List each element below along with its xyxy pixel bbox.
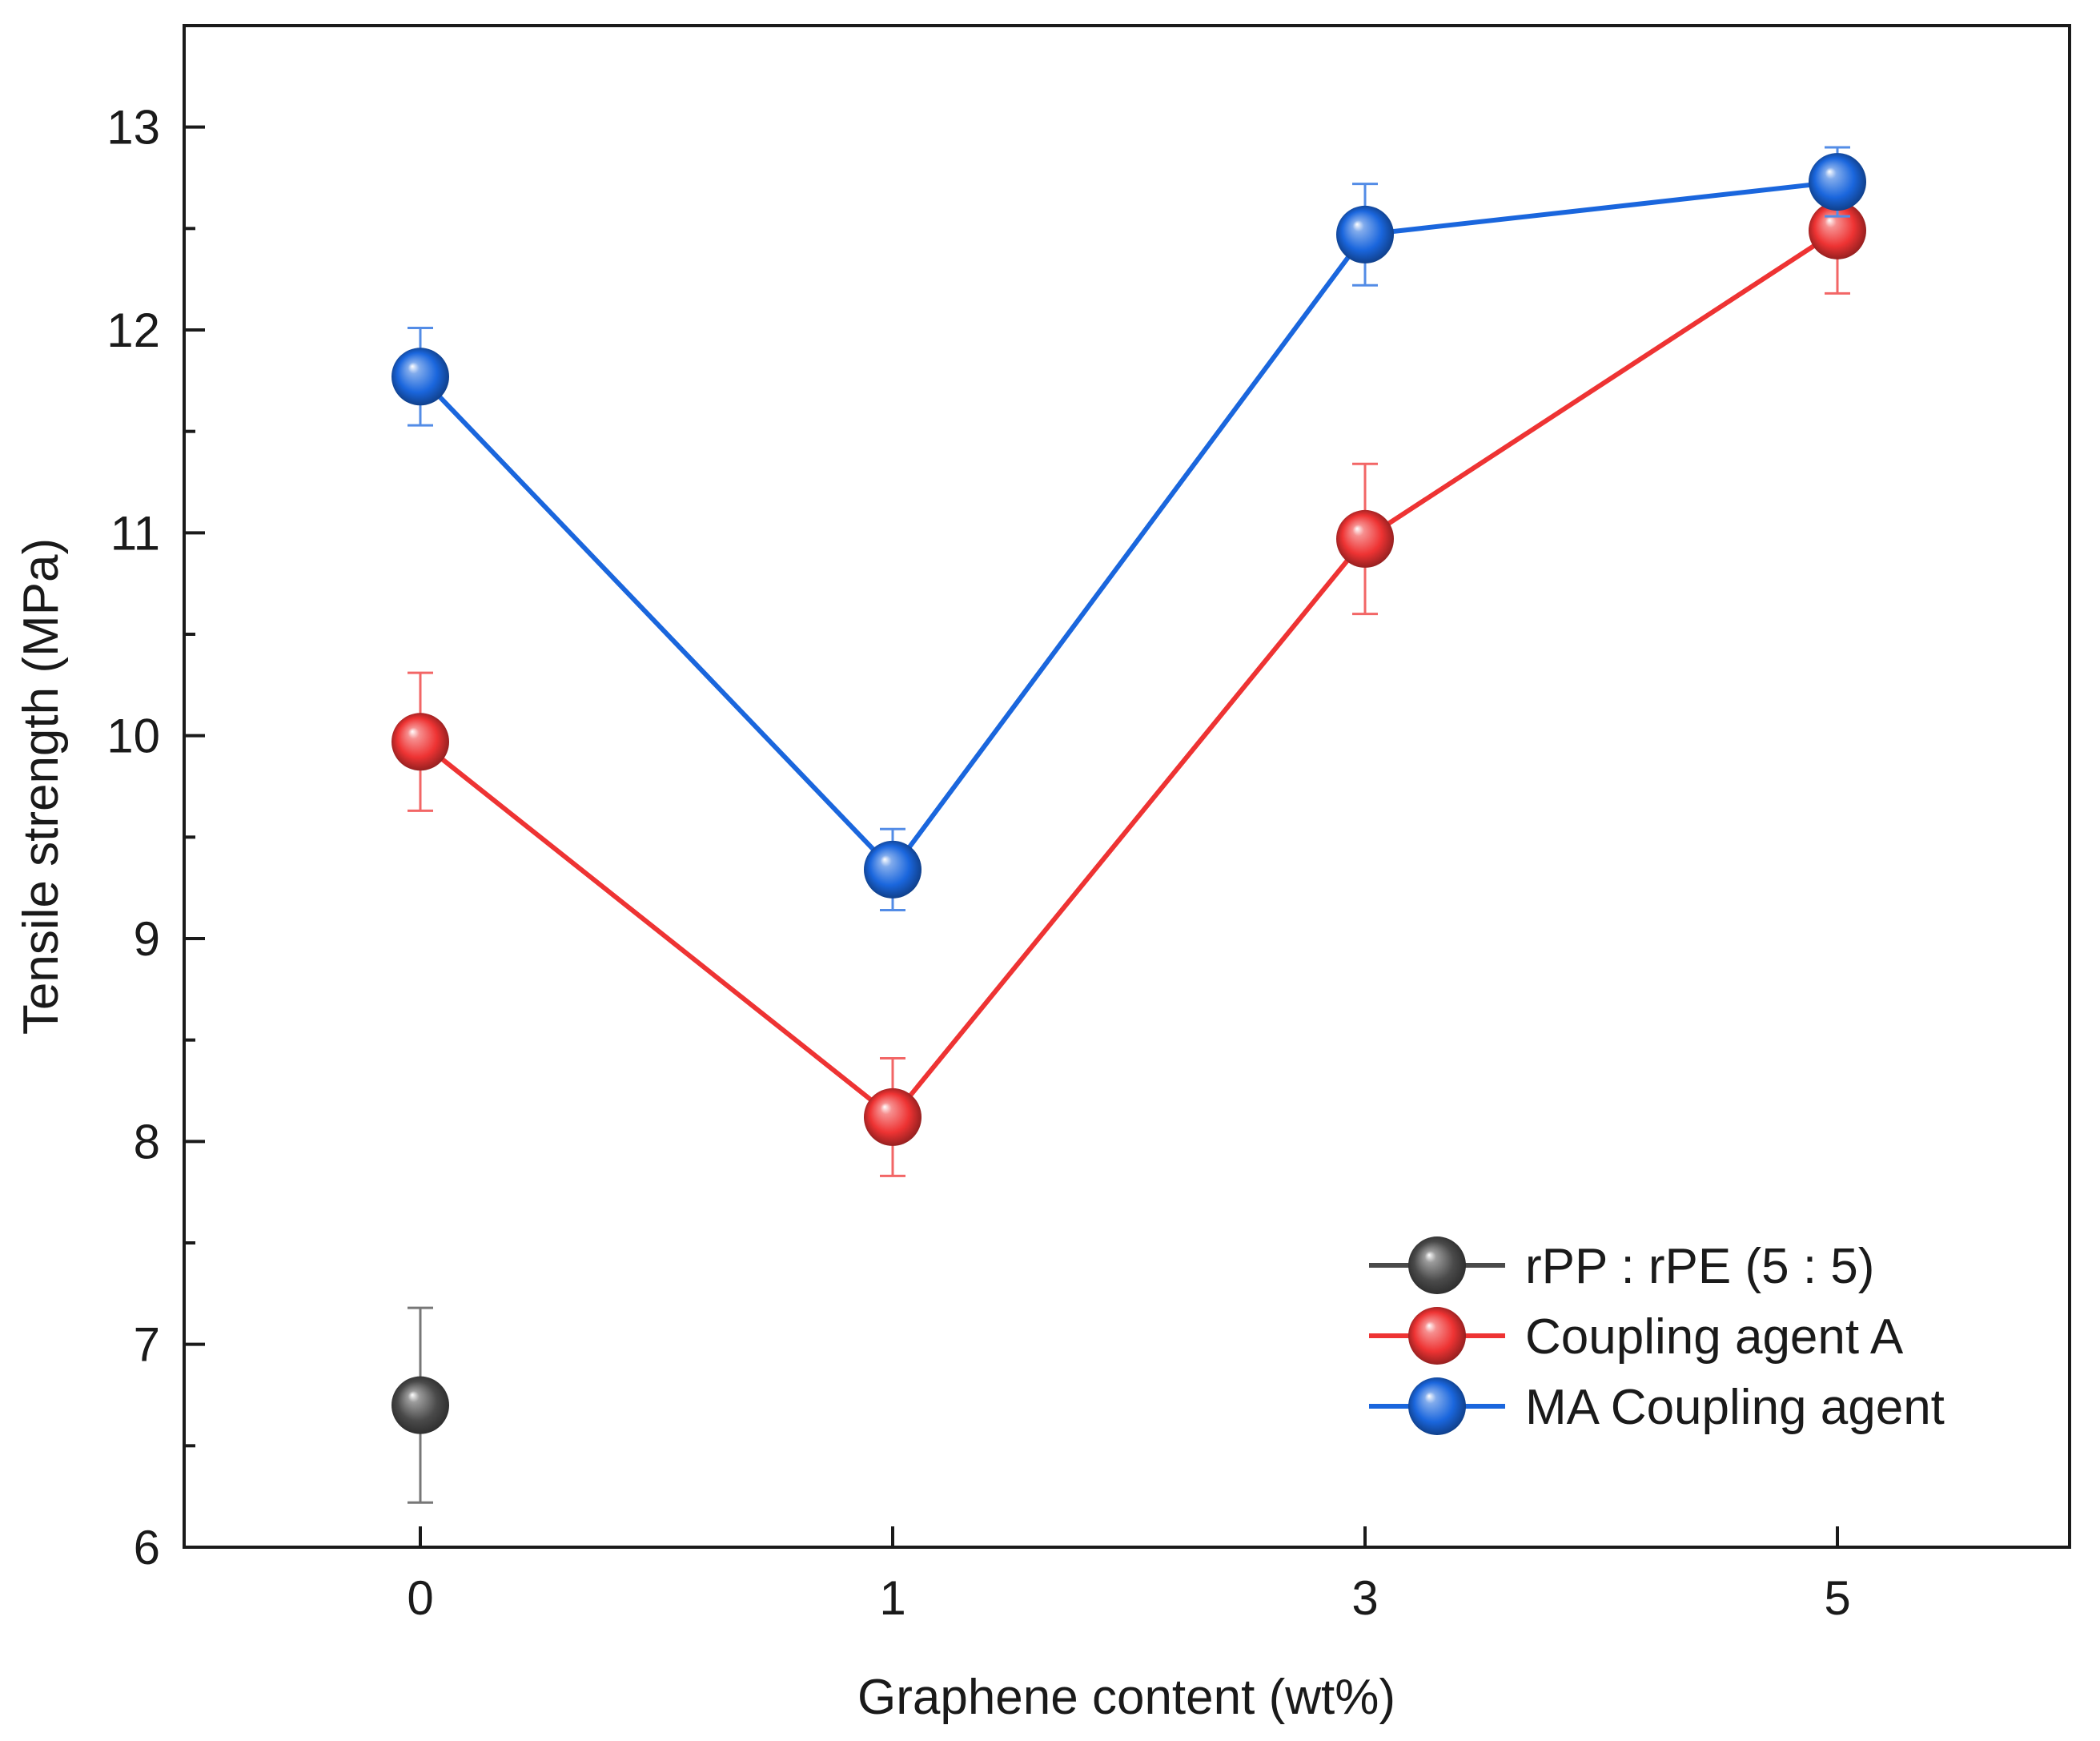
data-point (1336, 509, 1394, 568)
data-point (864, 1088, 922, 1146)
data-point (1809, 153, 1866, 211)
y-tick-label: 7 (134, 1318, 160, 1372)
y-axis: 6 7 8 9 10 11 12 13 (106, 24, 205, 1574)
x-tick-label: 0 (407, 1571, 433, 1625)
legend-marker (1408, 1236, 1466, 1294)
legend-marker (1408, 1307, 1466, 1365)
y-tick-label: 11 (110, 506, 160, 560)
legend-label: rPP : rPE (5 : 5) (1525, 1239, 1874, 1294)
y-tick-label: 9 (134, 912, 160, 966)
series-coupling-agent-a (391, 166, 1866, 1177)
legend-marker (1408, 1377, 1466, 1435)
series-line (418, 179, 1838, 872)
data-point (864, 840, 922, 899)
series-rpp-rpe-5-5 (391, 1306, 449, 1504)
data-point (391, 713, 449, 771)
legend-item: Coupling agent A (1369, 1307, 1904, 1365)
x-tick-label: 3 (1351, 1571, 1378, 1625)
y-tick-label: 12 (106, 304, 160, 357)
x-tick-label: 5 (1824, 1571, 1850, 1625)
series-layer (391, 146, 1866, 1504)
y-tick-label: 13 (106, 101, 160, 155)
data-point (1809, 201, 1866, 259)
legend-label: MA Coupling agent (1525, 1380, 1945, 1435)
y-tick-label: 6 (134, 1521, 160, 1574)
data-point (1336, 205, 1394, 263)
legend-label: Coupling agent A (1525, 1309, 1904, 1365)
legend-item: rPP : rPE (5 : 5) (1369, 1236, 1874, 1294)
series-ma-coupling-agent (391, 146, 1866, 912)
y-tick-label: 10 (106, 710, 160, 763)
y-axis-title: Tensile strength (MPa) (14, 538, 69, 1035)
x-tick-label: 1 (879, 1571, 905, 1625)
legend: rPP : rPE (5 : 5) Coupling agent A MA Coup… (1369, 1236, 1945, 1435)
x-axis-title: Graphene content (wt%) (857, 1670, 1395, 1725)
y-tick-label: 8 (134, 1115, 160, 1168)
data-point (391, 1376, 449, 1434)
x-axis: 0 1 3 5 (407, 1526, 1851, 1625)
plot-frame (183, 24, 2071, 1549)
legend-item: MA Coupling agent (1369, 1377, 1945, 1435)
data-point (391, 348, 449, 406)
series-line (419, 228, 1839, 1120)
